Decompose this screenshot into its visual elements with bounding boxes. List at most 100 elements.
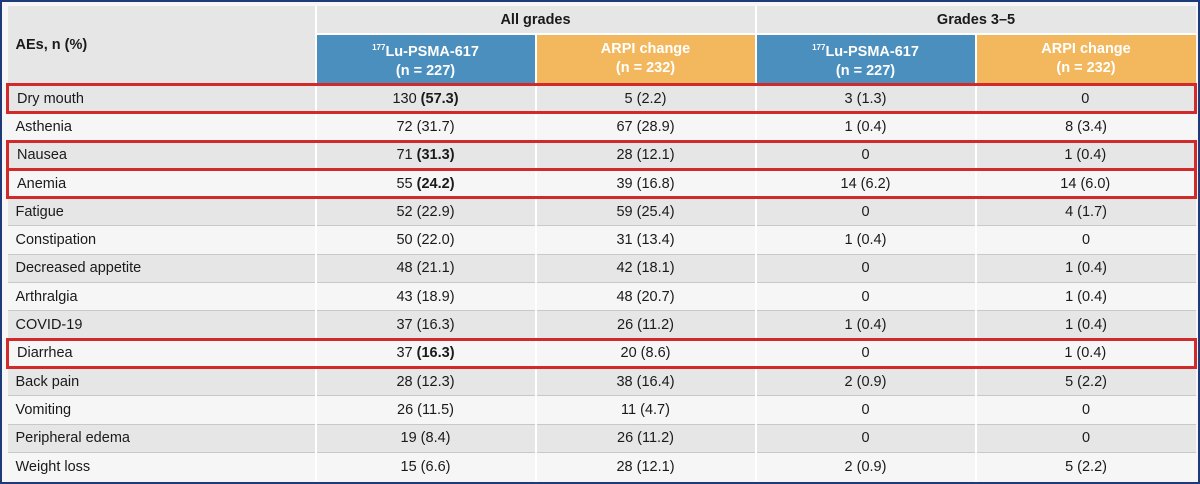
arm-n: (n = 227) (395, 62, 456, 79)
table-row: COVID-19 37 (16.3) 26 (11.2) 1 (0.4) 1 (0.4) (7, 310, 1196, 340)
arpi-grades-3-5-cell: 1 (0.4) (974, 310, 1196, 340)
table-body: Dry mouth 130 (57.3) 5 (2.2) 3 (1.3) 0 Asthen… (6, 82, 1198, 481)
arpi-grades-3-5-cell: 0 (974, 423, 1196, 453)
count-value: 37 (396, 345, 413, 362)
group-header-grades-3-5: Grades 3–5 (754, 6, 1196, 34)
table-row: Peripheral edema 19 (8.4) 26 (11.2) 0 0 (7, 423, 1196, 453)
arpi-grades-3-5-cell: 8 (3.4) (974, 112, 1196, 142)
subheader-arpi-all: ARPI change (n = 232) (534, 33, 756, 85)
table-row: Diarrhea 37 (16.3) 20 (8.6) 0 1 (0.4) (6, 337, 1198, 369)
lu-all-grades-cell: 37 (16.3) (314, 337, 536, 369)
count-value: 15 (400, 458, 417, 475)
count-value: 28 (396, 374, 413, 391)
arpi-all-grades-cell: 26 (11.2) (534, 423, 756, 453)
count-value: 55 (396, 175, 413, 192)
lu-grades-3-5-cell: 14 (6.2) (754, 167, 976, 200)
ae-name-cell: Peripheral edema (7, 423, 316, 453)
arpi-grades-3-5-cell: 14 (6.0) (974, 167, 1198, 200)
ae-name-cell: Constipation (7, 225, 316, 255)
lu-grades-3-5-cell: 1 (0.4) (754, 310, 976, 340)
subheader-lu-g35: 177Lu-PSMA-617 (n = 227) (754, 33, 976, 85)
lu-all-grades-cell: 130 (57.3) (314, 82, 536, 115)
count-value: 50 (396, 232, 413, 249)
percent-value: (6.6) (420, 458, 451, 475)
lu-all-grades-cell: 15 (6.6) (314, 451, 536, 481)
lu-grades-3-5-cell: 2 (0.9) (754, 366, 976, 396)
arpi-all-grades-cell: 48 (20.7) (534, 282, 756, 311)
arpi-all-grades-cell: 67 (28.9) (534, 112, 756, 142)
arpi-grades-3-5-cell: 0 (974, 225, 1196, 255)
table-row: Asthenia 72 (31.7) 67 (28.9) 1 (0.4) 8 (3.4) (7, 112, 1196, 142)
count-value: 72 (396, 118, 413, 135)
percent-value: (21.1) (416, 260, 455, 277)
arpi-grades-3-5-cell: 0 (974, 395, 1196, 425)
arm-label: Lu-PSMA-617 (825, 43, 919, 60)
aes-column-header: AEs, n (%) (7, 6, 316, 85)
count-value: 52 (396, 204, 413, 221)
lu-grades-3-5-cell: 1 (0.4) (754, 112, 976, 142)
arpi-all-grades-cell: 28 (12.1) (534, 451, 756, 481)
percent-value: (57.3) (420, 90, 459, 107)
group-header-all-grades: All grades (314, 6, 756, 34)
arpi-grades-3-5-cell: 1 (0.4) (974, 282, 1196, 311)
count-value: 43 (396, 288, 413, 305)
percent-value: (8.4) (420, 430, 451, 447)
lu-all-grades-cell: 28 (12.3) (314, 366, 536, 396)
percent-value: (24.2) (416, 175, 455, 192)
arm-n: (n = 232) (615, 60, 676, 76)
arpi-all-grades-cell: 28 (12.1) (534, 139, 756, 171)
adverse-events-table: AEs, n (%) All grades Grades 3–5 177Lu-P… (6, 6, 1198, 481)
lu-grades-3-5-cell: 0 (754, 337, 976, 369)
lu-all-grades-cell: 19 (8.4) (314, 423, 536, 453)
count-value: 130 (392, 90, 417, 107)
table-row: Dry mouth 130 (57.3) 5 (2.2) 3 (1.3) 0 (6, 82, 1198, 115)
subheader-lu-all: 177Lu-PSMA-617 (n = 227) (314, 33, 536, 85)
count-value: 19 (400, 430, 417, 447)
arpi-all-grades-cell: 38 (16.4) (534, 366, 756, 396)
arpi-grades-3-5-cell: 1 (0.4) (974, 139, 1198, 171)
arpi-grades-3-5-cell: 5 (2.2) (974, 451, 1196, 481)
arm-n: (n = 232) (1056, 60, 1116, 76)
lu-grades-3-5-cell: 0 (754, 139, 976, 171)
lu-grades-3-5-cell: 0 (754, 253, 976, 283)
table-row: Vomiting 26 (11.5) 11 (4.7) 0 0 (7, 395, 1196, 425)
ae-name-cell: Dry mouth (6, 82, 316, 115)
arpi-all-grades-cell: 42 (18.1) (534, 253, 756, 283)
count-value: 37 (396, 316, 413, 333)
percent-value: (16.3) (416, 316, 455, 333)
arpi-grades-3-5-cell: 4 (1.7) (974, 197, 1196, 226)
table-row: Weight loss 15 (6.6) 28 (12.1) 2 (0.9) 5 (2.… (7, 451, 1196, 481)
lu-grades-3-5-cell: 0 (754, 282, 976, 311)
table-row: Back pain 28 (12.3) 38 (16.4) 2 (0.9) 5 (2.2… (7, 366, 1196, 396)
lu-all-grades-cell: 50 (22.0) (314, 225, 536, 255)
ae-name-cell: Diarrhea (6, 337, 316, 369)
count-value: 26 (397, 401, 414, 418)
arm-label: ARPI change (600, 41, 691, 57)
percent-value: (12.3) (416, 374, 455, 391)
arm-n: (n = 227) (835, 62, 896, 79)
subheader-arpi-g35: ARPI change (n = 232) (974, 33, 1196, 85)
ae-name-cell: Back pain (7, 366, 316, 396)
lu-all-grades-cell: 43 (18.9) (314, 282, 536, 311)
arm-label: ARPI change (1041, 41, 1131, 57)
ae-name-cell: Asthenia (7, 112, 316, 142)
count-value: 71 (396, 147, 413, 164)
lu-all-grades-cell: 71 (31.3) (314, 139, 536, 171)
lu-all-grades-cell: 52 (22.9) (314, 197, 536, 226)
isotope-superscript: 177 (372, 42, 386, 52)
ae-name-cell: Fatigue (7, 197, 316, 226)
count-value: 48 (396, 260, 413, 277)
percent-value: (16.3) (416, 345, 455, 362)
arpi-grades-3-5-cell: 0 (974, 82, 1198, 115)
table-row: Anemia 55 (24.2) 39 (16.8) 14 (6.2) 14 (6.0) (6, 167, 1198, 200)
percent-value: (22.9) (416, 204, 455, 221)
ae-name-cell: Vomiting (7, 395, 316, 425)
percent-value: (11.5) (417, 401, 454, 418)
arpi-all-grades-cell: 5 (2.2) (534, 82, 756, 115)
lu-grades-3-5-cell: 1 (0.4) (754, 225, 976, 255)
arpi-grades-3-5-cell: 5 (2.2) (974, 366, 1196, 396)
lu-grades-3-5-cell: 0 (754, 197, 976, 226)
percent-value: (31.3) (416, 147, 455, 164)
ae-name-cell: Weight loss (7, 451, 316, 481)
